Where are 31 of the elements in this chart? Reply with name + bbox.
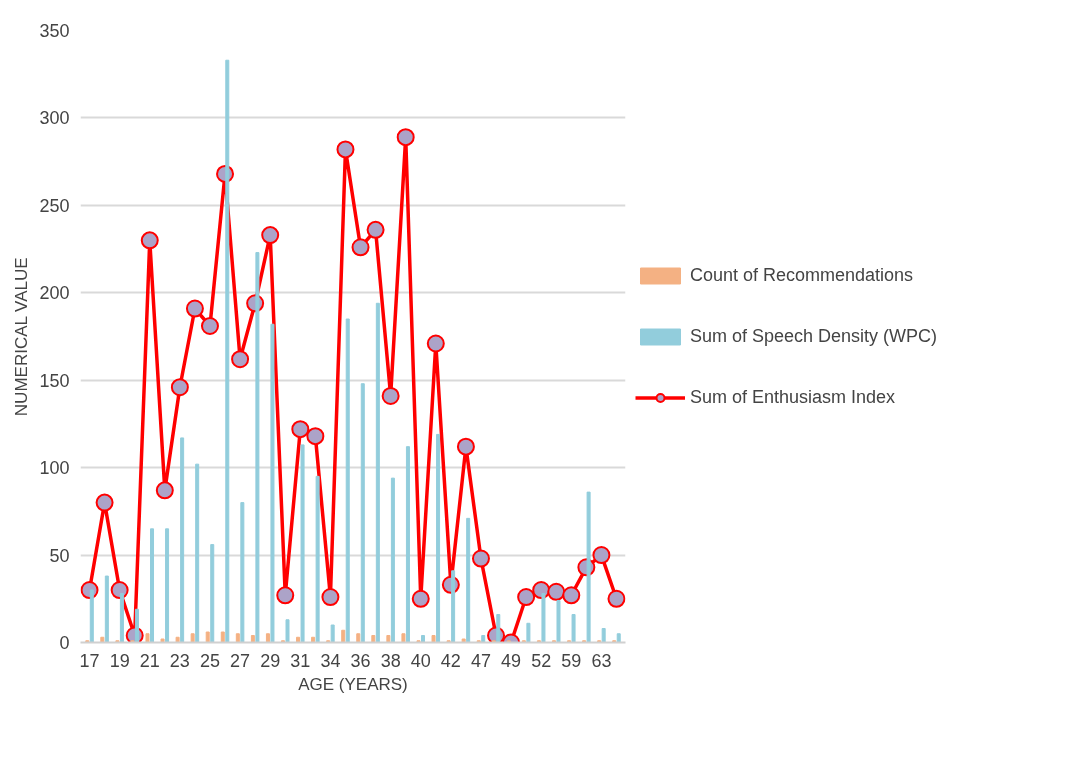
x-tick-label: 42 [440, 650, 461, 671]
x-tick-label: 47 [470, 650, 491, 671]
x-tick-label: 52 [531, 650, 552, 671]
x-tick-label: 38 [380, 650, 401, 671]
legend-label: Sum of Speech Density (WPC) [690, 325, 938, 347]
y-tick-label: 300 [39, 108, 70, 129]
x-tick-label: 34 [320, 650, 341, 671]
x-tick-label: 49 [501, 650, 522, 671]
y-tick-label: 250 [39, 195, 70, 216]
x-axis-title: AGE (YEARS) [298, 674, 408, 694]
y-axis-title: NUMERICAL VALUE [12, 257, 32, 417]
x-tick-label: 27 [230, 650, 251, 671]
x-tick-label: 23 [169, 650, 190, 671]
x-tick-label: 59 [561, 650, 582, 671]
y-tick-label: 0 [59, 633, 70, 653]
x-tick-label: 36 [350, 650, 371, 671]
x-tick-label: 40 [410, 650, 431, 671]
x-tick-label: 25 [199, 650, 220, 671]
x-tick-label: 29 [260, 650, 281, 671]
x-tick-label: 17 [79, 650, 100, 671]
x-tick-label: 31 [290, 650, 311, 671]
x-tick-label: 21 [139, 650, 160, 671]
legend-label: Sum of Enthusiasm Index [690, 386, 896, 408]
legend-label: Count of Recommendations [690, 264, 914, 286]
y-tick-label: 350 [39, 21, 70, 41]
y-tick-label: 150 [39, 370, 70, 391]
y-tick-label: 100 [39, 458, 70, 479]
y-tick-label: 200 [39, 283, 70, 304]
y-tick-label: 50 [49, 545, 70, 566]
x-tick-label: 63 [591, 650, 612, 671]
x-tick-label: 19 [109, 650, 130, 671]
